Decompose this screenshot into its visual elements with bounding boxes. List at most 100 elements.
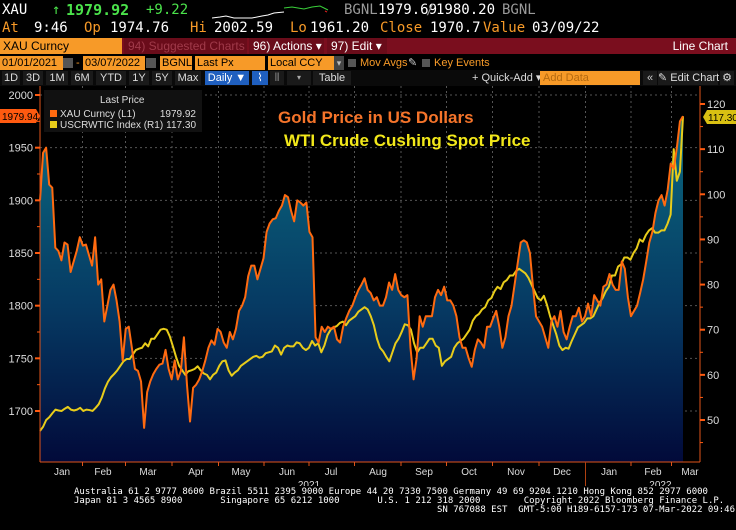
settings-bar: 01/01/2021 - 03/07/2022 BGNL Last Px Loc…	[0, 56, 736, 70]
x-month-label: Mar	[681, 467, 699, 478]
right-axis: 50 60 70 80 90 100 110 120	[699, 86, 725, 462]
sparkline-intraday	[212, 11, 285, 19]
source-field[interactable]: BGNL	[160, 56, 192, 70]
left-tick-label: 1700	[9, 406, 33, 418]
left-tick-label: 1950	[9, 143, 33, 155]
sparkline-tail	[324, 10, 328, 13]
left-tick-label: 2000	[9, 90, 33, 102]
pencil-icon[interactable]: ✎	[408, 57, 418, 69]
x-month-label: Jun	[279, 467, 295, 478]
close-label: Close	[380, 20, 423, 36]
left-tick-label: 1800	[9, 301, 33, 313]
suggested-charts-button[interactable]: 94) Suggested Charts	[124, 38, 247, 54]
right-tick-label: 50	[707, 415, 719, 427]
frequency-dropdown[interactable]: Daily ▼	[205, 71, 249, 85]
chevron-down-icon[interactable]: ▾	[334, 56, 344, 70]
gold-series-line	[39, 115, 684, 429]
high-value: 2002.59	[214, 20, 274, 36]
x-month-label: Dec	[553, 467, 571, 478]
field-selector[interactable]: Last Px	[195, 56, 265, 70]
start-date-field[interactable]: 01/01/2021	[0, 56, 63, 70]
left-axis: 1700 1750 1800 1850 1900 1950 2000	[9, 86, 41, 462]
x-month-label: Oct	[461, 467, 477, 478]
x-year-label: 2022	[649, 480, 672, 486]
legend-label-wti: USCRWTIC Index (R1)	[60, 120, 163, 131]
left-tick-label: 1850	[9, 248, 33, 260]
chart-area: 1700 1750 1800 1850 1900 1950 2000 50 60 70 80 90 1…	[0, 86, 736, 486]
period-6m[interactable]: 6M	[71, 71, 93, 85]
calendar-icon[interactable]	[146, 58, 156, 68]
value-label: Value	[483, 20, 526, 36]
right-tick-label: 100	[707, 189, 725, 201]
ticker: XAU	[2, 2, 28, 18]
bid-price: 1979.69	[378, 2, 438, 18]
right-tick-label: 110	[707, 144, 725, 156]
edit-menu[interactable]: 97) Edit ▾	[327, 38, 387, 54]
wti-current-marker: 117.30	[703, 110, 736, 124]
key-events-label[interactable]: Key Events	[434, 57, 490, 69]
x-month-label: Sep	[415, 467, 433, 478]
calendar-icon[interactable]	[63, 58, 73, 68]
period-ytd[interactable]: YTD	[96, 71, 126, 85]
footer-contacts-1: Australia 61 2 9777 8600 Brazil 5511 239…	[74, 487, 708, 497]
chart-title-wti: WTI Crude Cushing Spot Price	[284, 131, 531, 150]
quote-details: At 9:46 Op 1974.76 Hi 2002.59 Lo 1961.20…	[0, 19, 736, 37]
legend-swatch-gold	[50, 110, 57, 117]
high-label: Hi	[190, 20, 207, 36]
period-3d[interactable]: 3D	[23, 71, 43, 85]
end-date-field[interactable]: 03/07/2022	[83, 56, 145, 70]
bid-ask-separator: /	[426, 2, 435, 18]
last-price: 1979.92	[66, 1, 130, 19]
actions-menu[interactable]: 96) Actions ▾	[249, 38, 324, 54]
wti-current-value: 117.30	[708, 113, 736, 124]
x-month-label: Nov	[507, 467, 525, 478]
right-tick-label: 90	[707, 234, 719, 246]
gold-area-fill	[40, 116, 683, 463]
mov-avgs-label[interactable]: Mov Avgs	[360, 57, 408, 69]
currency-selector[interactable]: Local CCY	[268, 56, 334, 70]
open-value: 1974.76	[110, 20, 170, 36]
right-tick-label: 120	[707, 99, 725, 111]
x-month-label: Feb	[94, 467, 112, 478]
chart-type-dropdown-icon[interactable]: ▾	[287, 71, 311, 85]
x-month-label: Feb	[644, 467, 662, 478]
right-tick-label: 60	[707, 370, 719, 382]
right-tick-label: 70	[707, 325, 719, 337]
open-label: Op	[84, 20, 101, 36]
ask-source: BGNL	[502, 2, 536, 18]
footer-session: SN 767088 EST GMT-5:00 H189-6157-173 07-…	[437, 505, 736, 515]
key-events-checkbox[interactable]	[422, 59, 430, 67]
period-1y[interactable]: 1Y	[129, 71, 149, 85]
period-5y[interactable]: 5Y	[152, 71, 172, 85]
x-year-label: 2021	[298, 480, 321, 486]
ask-price: 1980.20	[436, 2, 496, 18]
quote-header: XAU ↑ 1979.92 +9.22 BGNL 1979.69 / 1980.…	[0, 1, 736, 19]
at-value: 9:46	[34, 20, 68, 36]
up-arrow-icon: ↑	[52, 2, 61, 18]
chart-toolbar: 1D 3D 1M 6M YTD 1Y 5Y Max Daily ▼ ⌇ ⫴ ▾ …	[0, 70, 736, 86]
period-1d[interactable]: 1D	[2, 71, 20, 85]
legend-box	[44, 90, 202, 132]
table-button[interactable]: Table	[313, 71, 351, 85]
gold-current-marker: 1979.94	[0, 109, 40, 123]
menu-bar: XAU Curncy 94) Suggested Charts 96) Acti…	[0, 38, 736, 54]
period-1m[interactable]: 1M	[46, 71, 68, 85]
edit-chart-button[interactable]: ✎ Edit Chart	[658, 71, 720, 85]
value-date: 03/09/22	[532, 20, 600, 36]
gear-icon[interactable]: ⚙	[720, 71, 734, 85]
mov-avgs-checkbox[interactable]	[348, 59, 356, 67]
security-field[interactable]: XAU Curncy	[0, 38, 122, 54]
at-label: At	[2, 20, 19, 36]
x-month-label: May	[232, 467, 251, 478]
add-data-input[interactable]: Add Data	[540, 71, 640, 85]
bar-chart-icon[interactable]: ⫴	[270, 71, 284, 85]
collapse-icon[interactable]: «	[643, 71, 657, 85]
quick-add-button[interactable]: + Quick-Add ▾	[472, 71, 542, 85]
line-chart-icon[interactable]: ⌇	[252, 71, 268, 85]
period-max[interactable]: Max	[175, 71, 201, 85]
x-month-label: Jul	[325, 467, 338, 478]
low-label: Lo	[290, 20, 307, 36]
x-axis: Jan Feb Mar Apr May Jun Jul Aug Sep Oct Nov Dec Jan F…	[40, 461, 700, 486]
right-tick-label: 80	[707, 280, 719, 292]
legend-value-wti: 117.30	[166, 120, 196, 131]
